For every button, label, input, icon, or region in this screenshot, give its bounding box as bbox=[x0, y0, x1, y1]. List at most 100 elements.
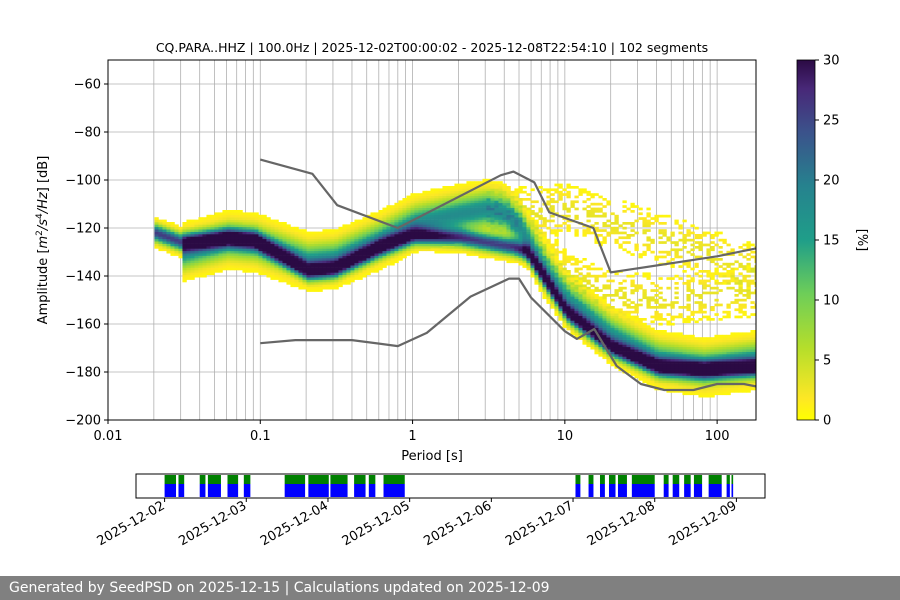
heatmap-cell bbox=[478, 248, 483, 252]
heatmap-cell bbox=[666, 390, 671, 393]
date-tick-label: 2025-12-03 bbox=[176, 498, 249, 549]
heatmap-cell bbox=[374, 253, 379, 256]
heatmap-cell bbox=[214, 212, 219, 216]
heatmap-cell bbox=[446, 234, 451, 237]
heatmap-cell bbox=[682, 342, 687, 345]
heatmap-cell bbox=[294, 243, 299, 247]
heatmap-cell bbox=[506, 210, 511, 213]
heatmap-cell bbox=[542, 222, 547, 225]
heatmap-cell bbox=[514, 219, 519, 223]
heatmap-cell bbox=[382, 229, 387, 232]
heatmap-cell bbox=[570, 294, 575, 297]
heatmap-cell bbox=[542, 289, 547, 292]
heatmap-cell bbox=[626, 354, 631, 357]
heatmap-cell bbox=[702, 363, 707, 367]
heatmap-cell bbox=[582, 279, 587, 283]
heatmap-cell bbox=[622, 291, 627, 295]
heatmap-cell bbox=[538, 255, 543, 259]
heatmap-cell bbox=[366, 217, 371, 220]
heatmap-cell bbox=[158, 238, 163, 242]
heatmap-cell bbox=[246, 234, 251, 237]
heatmap-cell bbox=[690, 344, 695, 348]
heatmap-cell bbox=[646, 327, 651, 331]
heatmap-cell bbox=[170, 246, 175, 249]
heatmap-cell bbox=[678, 370, 683, 374]
heatmap-cell bbox=[606, 202, 611, 206]
heatmap-cell bbox=[702, 234, 707, 237]
heatmap-cell bbox=[586, 193, 591, 196]
heatmap-cell bbox=[158, 231, 163, 235]
heatmap-cell bbox=[470, 236, 475, 240]
heatmap-cell bbox=[550, 306, 555, 309]
heatmap-cell bbox=[390, 207, 395, 211]
heatmap-cell bbox=[398, 231, 403, 235]
heatmap-cell bbox=[414, 243, 419, 247]
heatmap-cell bbox=[182, 274, 187, 278]
availability-gap-bar bbox=[631, 475, 655, 484]
heatmap-cell bbox=[478, 246, 483, 249]
heatmap-cell bbox=[754, 265, 756, 268]
heatmap-cell bbox=[382, 250, 387, 254]
heatmap-cell bbox=[454, 226, 459, 230]
heatmap-cell bbox=[670, 373, 675, 376]
heatmap-cell bbox=[250, 243, 255, 247]
heatmap-cell bbox=[326, 241, 331, 244]
heatmap-cell bbox=[622, 320, 627, 324]
heatmap-cell bbox=[182, 226, 187, 230]
heatmap-cell bbox=[726, 310, 731, 314]
heatmap-cell bbox=[566, 193, 571, 196]
heatmap-cell bbox=[430, 231, 435, 235]
heatmap-cell bbox=[698, 356, 703, 360]
heatmap-cell bbox=[282, 222, 287, 225]
heatmap-cell bbox=[726, 337, 731, 340]
heatmap-cell bbox=[642, 337, 647, 340]
heatmap-cell bbox=[614, 217, 619, 220]
heatmap-cell bbox=[242, 253, 247, 256]
heatmap-cell bbox=[390, 229, 395, 232]
heatmap-cell bbox=[754, 382, 756, 386]
availability-gap-bar bbox=[199, 475, 206, 484]
heatmap-cell bbox=[446, 188, 451, 192]
heatmap-cell bbox=[154, 219, 159, 223]
heatmap-cell bbox=[490, 229, 495, 232]
heatmap-cell bbox=[462, 224, 467, 228]
heatmap-cell bbox=[174, 248, 179, 252]
heatmap-cell bbox=[750, 368, 755, 372]
heatmap-cell bbox=[254, 226, 259, 230]
heatmap-cell bbox=[510, 198, 515, 201]
heatmap-cell bbox=[730, 390, 735, 393]
heatmap-cell bbox=[562, 308, 567, 312]
heatmap-cell bbox=[338, 282, 343, 285]
heatmap-cell bbox=[478, 188, 483, 192]
heatmap-cell bbox=[606, 354, 611, 357]
heatmap-cell bbox=[678, 375, 683, 379]
heatmap-cell bbox=[354, 226, 359, 230]
heatmap-cell bbox=[694, 272, 699, 276]
heatmap-cell bbox=[302, 279, 307, 283]
heatmap-cell bbox=[750, 330, 755, 333]
heatmap-cell bbox=[214, 248, 219, 252]
heatmap-cell bbox=[374, 222, 379, 225]
heatmap-cell bbox=[174, 246, 179, 249]
heatmap-cell bbox=[414, 241, 419, 244]
heatmap-cell bbox=[534, 267, 539, 271]
heatmap-cell bbox=[734, 358, 739, 362]
heatmap-cell bbox=[290, 234, 295, 237]
heatmap-cell bbox=[614, 289, 619, 292]
heatmap-cell bbox=[522, 234, 527, 237]
heatmap-cell bbox=[614, 313, 619, 316]
heatmap-cell bbox=[426, 193, 431, 196]
heatmap-cell bbox=[334, 258, 339, 261]
heatmap-cell bbox=[518, 219, 523, 223]
heatmap-cell bbox=[246, 262, 251, 266]
heatmap-cell bbox=[746, 274, 751, 278]
heatmap-cell bbox=[206, 222, 211, 225]
heatmap-cell bbox=[242, 214, 247, 218]
heatmap-cell bbox=[262, 258, 267, 261]
heatmap-cell bbox=[642, 219, 647, 223]
heatmap-cell bbox=[750, 267, 755, 271]
heatmap-cell bbox=[518, 255, 523, 259]
heatmap-cell bbox=[654, 306, 659, 309]
colorbar-gradient bbox=[796, 59, 816, 421]
heatmap-cell bbox=[198, 241, 203, 244]
